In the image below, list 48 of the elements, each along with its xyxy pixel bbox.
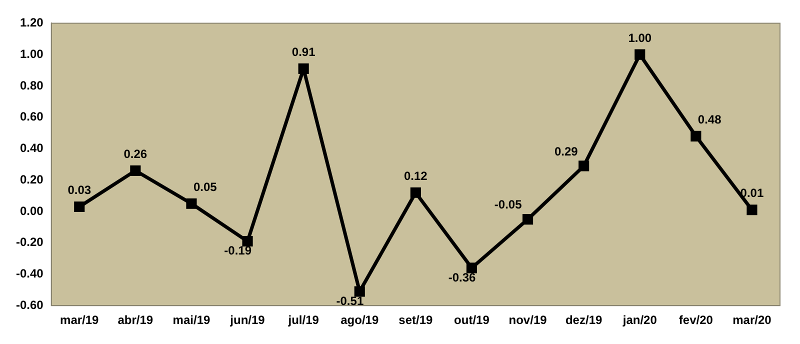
x-tick-label: nov/19 [508, 313, 548, 328]
data-label: 0.91 [292, 45, 316, 60]
x-tick-label: mai/19 [172, 313, 210, 328]
data-label: 0.05 [193, 180, 218, 194]
y-tick-label: -0.40 [16, 266, 44, 281]
y-tick-label: 0.40 [20, 141, 44, 156]
data-label: -0.19 [224, 244, 252, 258]
x-tick-label: jun/19 [229, 313, 266, 328]
x-tick-label: jan/20 [622, 313, 658, 328]
x-tick-label: out/19 [454, 313, 490, 328]
point [578, 160, 590, 172]
y-tick-label: -0.20 [16, 235, 44, 250]
point [130, 165, 141, 176]
y-tick-label: -0.60 [16, 298, 44, 312]
data-label: -0.51 [336, 294, 364, 308]
point [690, 130, 702, 142]
point [74, 201, 85, 212]
point [466, 262, 478, 274]
point [298, 63, 309, 74]
y-tick-label: 1.20 [20, 16, 44, 30]
y-tick-label: 1.00 [20, 46, 44, 61]
data-label: 1.00 [628, 30, 652, 45]
point [242, 236, 253, 247]
data-label: 0.03 [68, 183, 92, 198]
x-tick-label: set/19 [398, 313, 434, 328]
x-tick-label: dez/19 [565, 313, 602, 328]
data-label: 0.26 [124, 146, 148, 161]
x-tick-label: ago/19 [340, 313, 379, 328]
point [186, 198, 197, 209]
data-label: 0.29 [554, 144, 578, 158]
point [410, 187, 421, 198]
point [634, 49, 646, 60]
data-label: -0.05 [494, 198, 522, 212]
x-tick-label: mar/20 [732, 313, 772, 328]
x-tick-label: jul/19 [287, 313, 320, 328]
data-label: 0.12 [404, 168, 428, 183]
x-tick-label: mar/19 [60, 313, 100, 328]
point [746, 204, 758, 216]
data-label: -0.36 [448, 270, 476, 284]
point [354, 286, 365, 297]
data-label: 0.48 [698, 112, 722, 126]
point [522, 214, 534, 225]
y-tick-label: 0.60 [20, 110, 44, 124]
y-tick-label: 0.00 [20, 204, 44, 218]
x-tick-label: abr/19 [118, 313, 154, 328]
x-tick-label: fev/20 [678, 313, 714, 328]
y-tick-label: 0.20 [20, 172, 44, 186]
y-tick-label: 0.80 [20, 78, 44, 92]
